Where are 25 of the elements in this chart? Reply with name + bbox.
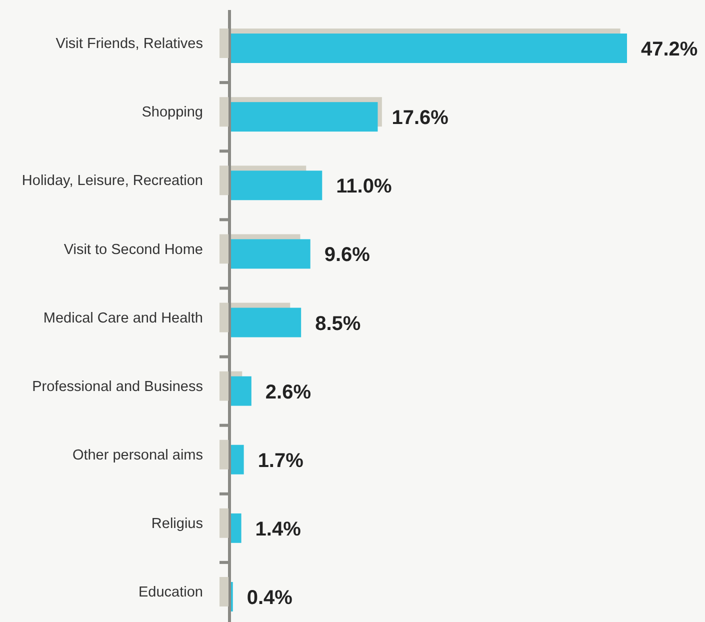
- y-tick-label: Visit Friends, Relatives: [56, 36, 203, 52]
- data-label: 9.6%: [324, 244, 370, 266]
- bar: [230, 34, 627, 64]
- y-tick-label: Visit to Second Home: [64, 242, 203, 258]
- y-tick-label: Shopping: [142, 104, 203, 121]
- data-label: 1.4%: [255, 518, 302, 540]
- bar: [230, 376, 252, 406]
- bar: [230, 239, 310, 269]
- data-label: 1.7%: [258, 450, 304, 472]
- bar: [230, 444, 244, 474]
- bar: [230, 102, 378, 132]
- y-tick-label: Other personal aims: [72, 447, 203, 464]
- data-label: 8.5%: [315, 312, 361, 335]
- y-tick-label: Professional and Business: [32, 378, 203, 395]
- y-tick-label: Religius: [151, 516, 203, 532]
- y-tick-label: Medical Care and Health: [43, 310, 203, 326]
- data-label: 17.6%: [392, 107, 449, 130]
- data-label: 2.6%: [265, 381, 312, 404]
- y-tick-label: Holiday, Leisure, Recreation: [22, 173, 203, 190]
- data-label: 47.2%: [641, 38, 698, 61]
- data-label: 0.4%: [246, 587, 293, 610]
- bar: [230, 170, 322, 200]
- bar: [230, 308, 302, 338]
- y-tick-label: Education: [138, 584, 203, 601]
- data-label: 11.0%: [336, 176, 392, 198]
